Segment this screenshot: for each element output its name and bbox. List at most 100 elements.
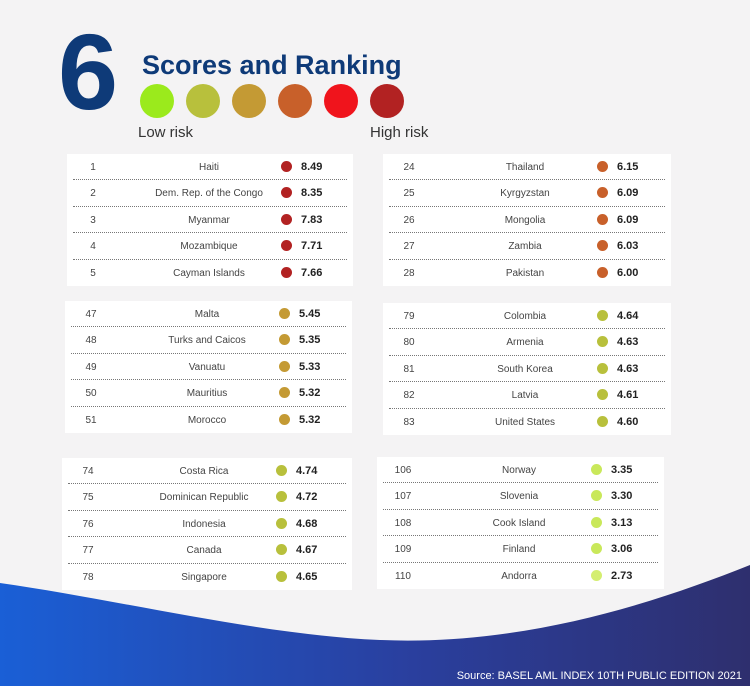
country-cell: Dominican Republic — [159, 492, 249, 504]
country-cell: Malta — [194, 309, 220, 320]
rank-cell: 28 — [403, 267, 415, 279]
table-row: 108 Cook Island 3.13 — [377, 510, 664, 537]
risk-dot — [597, 415, 608, 427]
country-cell: Pakistan — [505, 267, 545, 279]
table-row: 3 Myanmar 7.83 — [67, 207, 353, 234]
country-cell: Zambia — [508, 241, 542, 253]
risk-dot — [597, 310, 608, 321]
rank-cell: 1 — [90, 162, 96, 173]
risk-dot — [597, 187, 608, 199]
country-cell: Armenia — [506, 337, 544, 349]
score-cell: 5.45 — [299, 308, 321, 320]
risk-dot — [597, 389, 608, 401]
risk-dot — [591, 569, 602, 581]
country-cell: Colombia — [503, 311, 547, 322]
table-row: 74 Costa Rica 4.74 — [62, 458, 352, 485]
table-row: 4 Mozambique 7.71 — [67, 233, 353, 260]
score-cell: 4.63 — [617, 336, 639, 349]
table-row: 81 South Korea 4.63 — [383, 356, 671, 383]
table-row: 107 Slovenia 3.30 — [377, 483, 664, 511]
risk-dot — [276, 491, 287, 503]
risk-dot — [279, 360, 290, 372]
rank-cell: 27 — [403, 241, 415, 253]
scale-dot — [278, 84, 312, 118]
table-row: 109 Finland 3.06 — [377, 536, 664, 563]
risk-dot — [591, 464, 602, 475]
rank-cell: 48 — [85, 335, 97, 347]
table-row: 2 Dem. Rep. of the Congo 8.35 — [67, 180, 353, 208]
ranking-panel: 106 Norway 3.35 107 Slovenia 3.30 108 Cook Isla… — [377, 457, 664, 589]
table-row: 75 Dominican Republic 4.72 — [62, 484, 352, 512]
risk-dot — [591, 543, 602, 555]
country-cell: Dem. Rep. of the Congo — [155, 188, 263, 200]
risk-dot — [276, 517, 287, 529]
country-cell: Turks and Caicos — [168, 335, 246, 347]
country-cell: Indonesia — [182, 518, 226, 530]
table-row: 1 Haiti 8.49 — [67, 154, 353, 181]
table-row: 110 Andorra 2.73 — [377, 563, 664, 589]
score-cell: 6.03 — [617, 240, 639, 253]
risk-dot — [597, 161, 608, 172]
score-cell: 4.67 — [296, 544, 318, 557]
country-cell: Morocco — [187, 414, 227, 426]
score-cell: 3.06 — [611, 543, 633, 556]
table-row: 50 Mauritius 5.32 — [65, 380, 352, 407]
risk-dot — [281, 187, 292, 199]
country-cell: Canada — [186, 545, 222, 557]
score-cell: 5.35 — [299, 334, 321, 347]
rank-cell: 110 — [395, 570, 411, 582]
risk-dot — [591, 490, 602, 502]
country-cell: Myanmar — [188, 214, 230, 226]
rank-cell: 78 — [82, 571, 94, 583]
rank-cell: 108 — [394, 517, 412, 529]
country-cell: Latvia — [511, 390, 539, 402]
rank-cell: 25 — [403, 188, 415, 200]
rank-cell: 74 — [82, 466, 94, 477]
score-cell: 6.15 — [617, 161, 639, 173]
score-cell: 7.71 — [301, 240, 323, 253]
rank-cell: 51 — [85, 414, 97, 426]
country-cell: South Korea — [497, 363, 553, 375]
country-cell: Haiti — [198, 162, 219, 173]
country-cell: Cayman Islands — [173, 267, 245, 279]
table-row: 80 Armenia 4.63 — [383, 329, 671, 357]
score-cell: 8.49 — [301, 161, 323, 173]
risk-dot — [281, 266, 292, 278]
score-cell: 4.74 — [296, 465, 318, 477]
rank-cell: 75 — [82, 492, 94, 504]
country-cell: Norway — [502, 465, 536, 476]
ranking-panel: 79 Colombia 4.64 80 Armenia 4.63 81 South Korea… — [383, 303, 671, 435]
score-cell: 5.33 — [299, 360, 321, 373]
country-cell: Vanuatu — [188, 361, 226, 373]
rank-cell: 50 — [85, 388, 97, 400]
risk-dot — [279, 387, 290, 399]
ranking-panel: 74 Costa Rica 4.74 75 Dominican Republic 4.72… — [62, 458, 352, 590]
score-cell: 3.35 — [611, 464, 633, 476]
score-cell: 4.72 — [296, 491, 318, 504]
table-row: 78 Singapore 4.65 — [62, 564, 352, 590]
scale-dot — [140, 84, 174, 118]
risk-dot — [591, 516, 602, 528]
source-note: Source: BASEL AML INDEX 10TH PUBLIC EDIT… — [456, 670, 742, 682]
table-row: 77 Canada 4.67 — [62, 537, 352, 564]
table-row: 28 Pakistan 6.00 — [383, 260, 671, 286]
score-cell: 8.35 — [301, 187, 323, 200]
rank-cell: 3 — [90, 214, 96, 226]
score-cell: 6.09 — [617, 213, 639, 226]
country-cell: Singapore — [181, 571, 227, 583]
risk-dot — [281, 213, 292, 225]
score-cell: 3.13 — [611, 516, 633, 529]
risk-dot — [597, 213, 608, 225]
ranking-panel: 47 Malta 5.45 48 Turks and Caicos 5.35 49 Vanua… — [65, 301, 352, 433]
rank-cell: 79 — [403, 311, 415, 322]
table-row: 82 Latvia 4.61 — [383, 382, 671, 409]
score-cell: 6.09 — [617, 187, 639, 200]
page-title: Scores and Ranking — [142, 50, 402, 80]
score-cell: 7.83 — [301, 213, 323, 226]
risk-dot — [597, 266, 608, 278]
risk-dot — [597, 362, 608, 374]
risk-dot — [279, 413, 290, 425]
rank-cell: 107 — [394, 491, 412, 503]
country-cell: Mongolia — [504, 214, 546, 226]
score-cell: 4.65 — [296, 570, 318, 583]
